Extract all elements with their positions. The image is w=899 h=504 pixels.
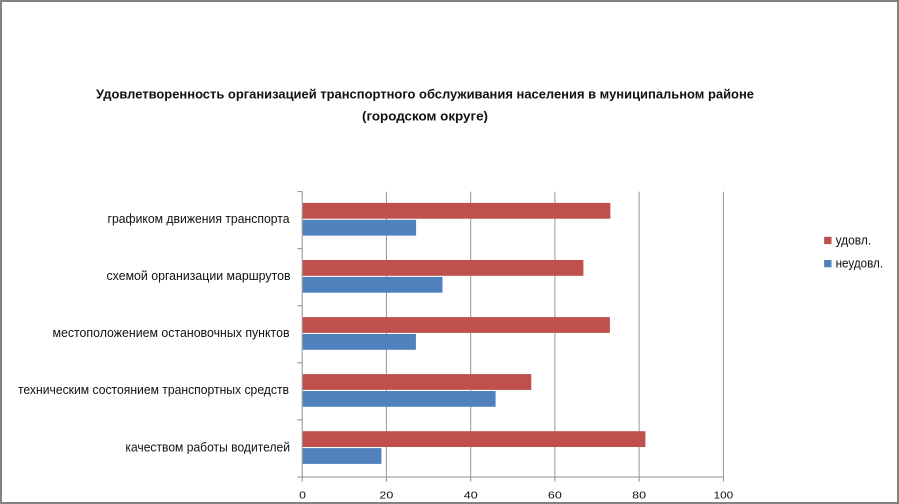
svg-text:40: 40 bbox=[464, 489, 478, 501]
svg-text:схемой организации маршрутов: схемой организации маршрутов bbox=[107, 268, 291, 283]
svg-text:неудовл.: неудовл. bbox=[836, 255, 884, 270]
svg-text:80: 80 bbox=[632, 489, 646, 501]
svg-text:техническим состоянием трансп: техническим состоянием транспортных сред… bbox=[18, 382, 289, 397]
svg-text:(городском округе): (городском округе) bbox=[362, 109, 488, 124]
svg-text:20: 20 bbox=[379, 489, 393, 501]
svg-text:60: 60 bbox=[548, 489, 562, 501]
svg-text:удовл.: удовл. bbox=[836, 232, 872, 247]
svg-text:местоположением остановочных: местоположением остановочных пунктов bbox=[53, 325, 290, 340]
svg-text:Удовлетворенность организацией: Удовлетворенность организацией транспорт… bbox=[96, 87, 754, 102]
svg-text:0: 0 bbox=[299, 489, 306, 501]
svg-text:качеством работы водителей: качеством работы водителей bbox=[125, 439, 290, 454]
svg-text:графиком движения транспорта: графиком движения транспорта bbox=[108, 211, 291, 226]
svg-text:100: 100 bbox=[714, 489, 734, 501]
